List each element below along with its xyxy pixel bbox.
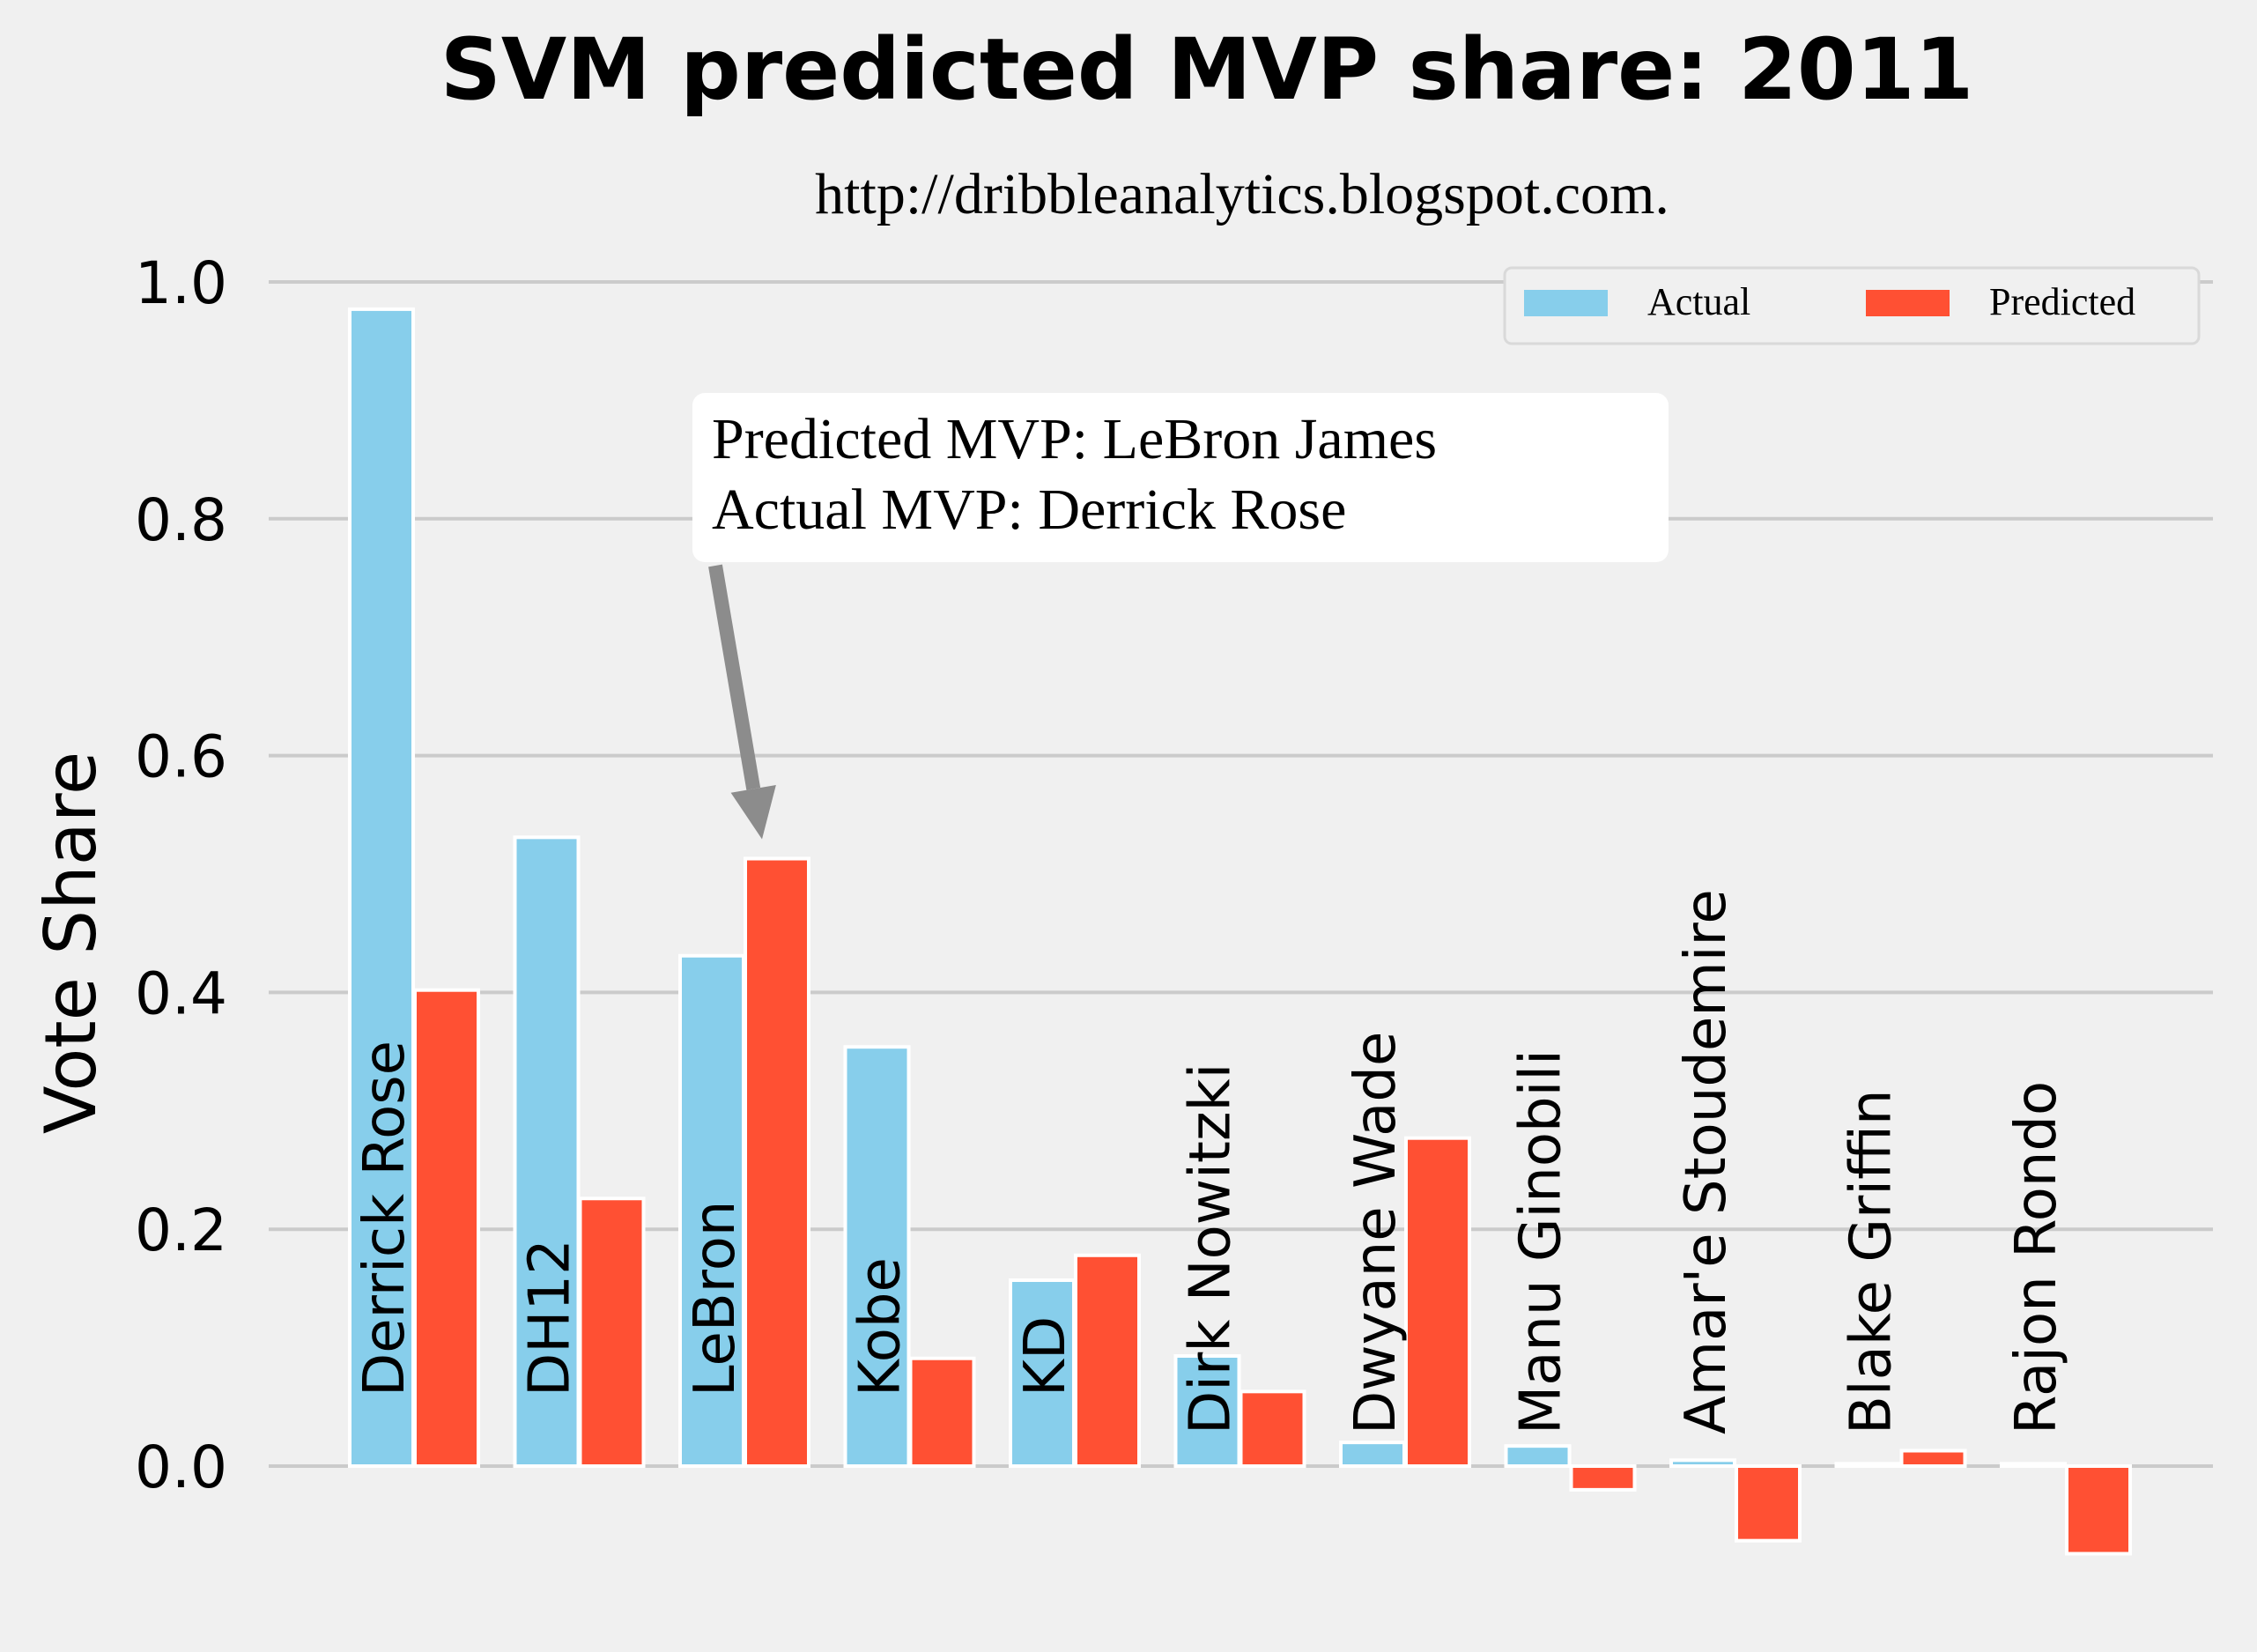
annotation-arrow	[708, 564, 761, 790]
category-label: Kobe	[848, 1257, 914, 1396]
annotation-box	[692, 393, 1669, 562]
bars	[348, 307, 2132, 1556]
bar-predicted-1	[578, 1196, 646, 1468]
bar-predicted-10	[2065, 1464, 2132, 1556]
bar-predicted-3	[908, 1356, 976, 1469]
category-label: DH12	[518, 1239, 583, 1396]
category-label: KD	[1013, 1316, 1078, 1396]
bar-actual-5	[1173, 1354, 1241, 1469]
bar-actual-10	[2000, 1462, 2067, 1469]
bar-actual-2	[678, 953, 745, 1468]
bar-predicted-6	[1404, 1136, 1471, 1469]
annotation-line: Actual MVP: Derrick Rose	[712, 478, 1346, 542]
bar-predicted-4	[1074, 1253, 1141, 1468]
bar-labels: Derrick Rose DH12 LeBron Kobe KD Dirk Nowitzk…	[352, 889, 2069, 1434]
bar-predicted-5	[1239, 1389, 1306, 1468]
category-label: Dirk Nowitzki	[1179, 1063, 1244, 1434]
chart-title: SVM predicted MVP share: 2011	[440, 20, 1974, 119]
bar-predicted-8	[1735, 1464, 1802, 1543]
y-tick-label: 0.6	[135, 723, 227, 791]
bar-actual-1	[513, 835, 581, 1468]
bar-predicted-2	[744, 856, 810, 1468]
bar-predicted-0	[413, 988, 480, 1469]
annotation-line: Predicted MVP: LeBron James	[712, 407, 1437, 471]
chart-subtitle: http://dribbleanalytics.blogspot.com.	[815, 162, 1669, 226]
category-label: Dwyane Wade	[1343, 1032, 1409, 1434]
category-label: Derrick Rose	[352, 1041, 418, 1396]
category-label: Rajon Rondo	[2004, 1081, 2069, 1434]
category-label: Amar'e Stoudemire	[1674, 889, 1739, 1434]
legend-label: Predicted	[1989, 280, 2135, 323]
bar-actual-8	[1669, 1458, 1736, 1469]
annotation-arrowhead	[730, 784, 776, 840]
y-axis-ticks: 0.0 0.2 0.4 0.6 0.8 1.0	[135, 249, 227, 1501]
y-tick-label: 0.0	[135, 1433, 227, 1501]
bar-actual-9	[1834, 1462, 1902, 1469]
bar-actual-7	[1504, 1444, 1572, 1468]
y-tick-label: 0.4	[135, 959, 227, 1027]
y-axis-label: Vote Share	[30, 752, 112, 1134]
legend-label: Actual	[1647, 280, 1750, 323]
bar-predicted-9	[1899, 1448, 1967, 1468]
bar-predicted-7	[1569, 1464, 1637, 1492]
category-label: Blake Griffin	[1839, 1089, 1905, 1434]
legend-swatch-actual	[1524, 290, 1608, 316]
legend: Actual Predicted	[1503, 266, 2201, 345]
category-label: Manu Ginobili	[1509, 1049, 1574, 1434]
y-tick-label: 1.0	[135, 249, 227, 317]
bar-actual-6	[1339, 1441, 1406, 1468]
annotation: Predicted MVP: LeBron James Actual MVP: D…	[692, 393, 1669, 840]
bar-actual-3	[843, 1045, 911, 1468]
category-label: LeBron	[683, 1201, 748, 1396]
y-tick-label: 0.8	[135, 486, 227, 554]
legend-box	[1503, 266, 2201, 345]
y-tick-label: 0.2	[135, 1196, 227, 1264]
bar-actual-0	[348, 307, 415, 1468]
bar-actual-4	[1009, 1278, 1076, 1468]
legend-swatch-predicted	[1866, 290, 1950, 316]
